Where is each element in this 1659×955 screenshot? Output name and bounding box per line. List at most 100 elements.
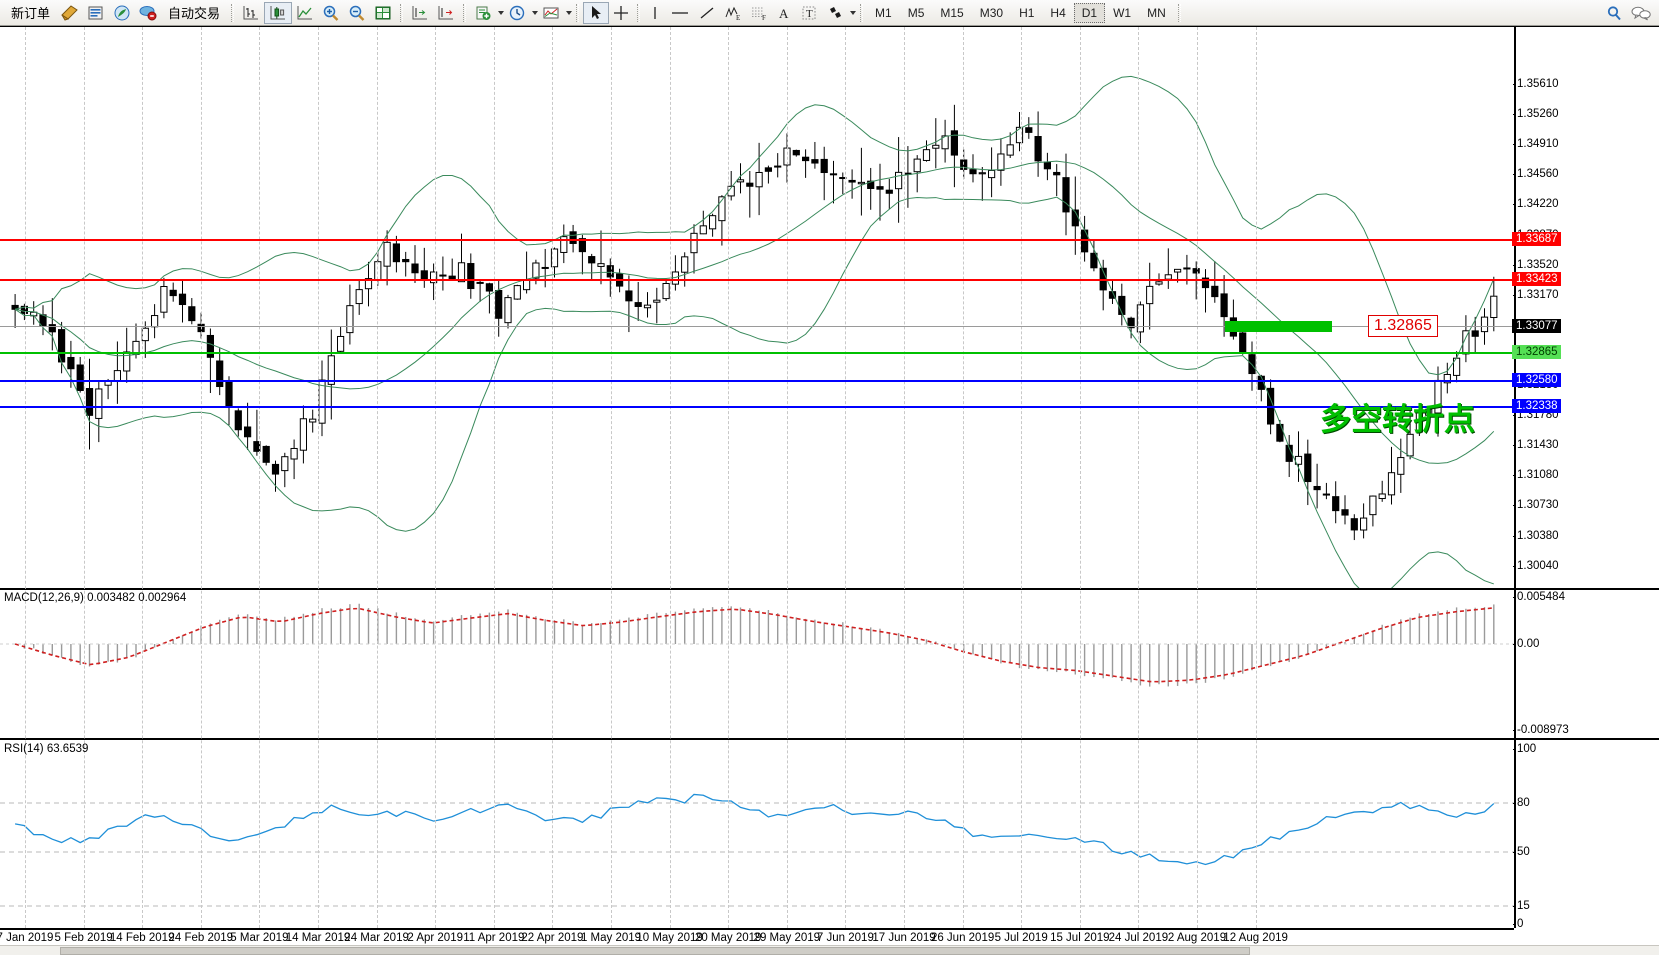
trendline-icon[interactable]	[694, 2, 720, 24]
vertical-gridline	[904, 27, 905, 928]
date-tick: 14 Feb 2019	[109, 932, 175, 944]
price-level-label-133687[interactable]: 1.33687	[1512, 232, 1561, 246]
candlestick-chart-icon[interactable]	[264, 1, 293, 24]
svg-text:T: T	[806, 8, 813, 20]
indicators-icon[interactable]	[538, 2, 564, 24]
chevron-down-icon[interactable]	[498, 10, 505, 15]
text-box-icon[interactable]: T	[796, 2, 822, 24]
macd-tick: -0.008973	[1513, 724, 1569, 736]
macd-label: MACD(12,26,9) 0.003482 0.002964	[4, 592, 187, 604]
price-level-label-132865[interactable]: 1.32865	[1512, 345, 1561, 359]
date-tick: 12 Aug 2019	[1223, 932, 1288, 944]
chevron-down-icon[interactable]	[850, 10, 857, 15]
toolbar-separator	[463, 3, 467, 22]
bar-chart-icon[interactable]	[238, 2, 264, 24]
cursor-icon[interactable]	[583, 1, 610, 24]
horizontal-line-icon[interactable]	[666, 2, 694, 24]
timeframe-mn[interactable]: MN	[1147, 5, 1166, 20]
metaeditor-icon[interactable]	[57, 2, 83, 24]
support-line-132865[interactable]	[0, 351, 1518, 357]
tile-windows-icon[interactable]	[370, 2, 396, 24]
chart-shift-icon[interactable]	[407, 2, 433, 24]
timeframe-h4[interactable]: H4	[1050, 5, 1066, 20]
toolbar-separator	[576, 3, 580, 22]
bid-price-line	[0, 326, 1514, 327]
toolbar-separator	[231, 3, 235, 22]
date-tick: 5 Mar 2019	[230, 932, 289, 944]
shapes-icon[interactable]	[822, 2, 848, 24]
rsi-tick: 100	[1512, 743, 1537, 755]
date-tick: 2 Apr 2019	[407, 932, 464, 944]
chart-window[interactable]: USDCAD-,Daily 1.33096 1.33121 1.33030 1.…	[0, 26, 1659, 955]
elliott-wave-icon[interactable]: E	[720, 2, 746, 24]
price-pane[interactable]: 1.32865 多空转折点	[0, 27, 1518, 588]
svg-text:F: F	[762, 14, 766, 22]
price-callout-label[interactable]: 1.32865	[1368, 315, 1438, 337]
date-tick: 11 Apr 2019	[463, 932, 525, 944]
date-axis-line	[0, 928, 1514, 930]
toolbar-separator	[860, 3, 864, 22]
navigator-icon[interactable]	[109, 2, 135, 24]
price-tick: 1.30380	[1513, 529, 1559, 542]
auto-scroll-icon[interactable]	[433, 2, 459, 24]
vertical-gridline	[728, 27, 730, 928]
vertical-gridline	[1138, 27, 1140, 928]
price-level-label-132580[interactable]: 1.32580	[1512, 373, 1561, 387]
vertical-line-icon[interactable]	[644, 2, 666, 24]
support-zone-highlight[interactable]	[1225, 321, 1332, 332]
vertical-gridline	[669, 27, 671, 928]
timeframe-m30[interactable]: M30	[979, 5, 1004, 20]
crosshair-icon[interactable]	[609, 2, 633, 24]
support-line-132580[interactable]	[0, 379, 1518, 385]
price-tick: 1.30040	[1513, 559, 1559, 572]
vertical-gridline	[318, 27, 319, 928]
pane-separator-macd[interactable]	[0, 588, 1659, 590]
price-level-label-133423[interactable]: 1.33423	[1512, 272, 1561, 286]
line-chart-icon[interactable]	[292, 2, 318, 24]
find-icon[interactable]	[1601, 2, 1627, 24]
resistance-line-133423[interactable]	[0, 278, 1518, 284]
terminal-icon[interactable]	[83, 2, 109, 24]
toolbar-separator	[400, 3, 404, 22]
timeframe-m15[interactable]: M15	[940, 5, 964, 20]
rsi-pane[interactable]	[0, 740, 1514, 928]
support-line-132338[interactable]	[0, 405, 1518, 411]
svg-text:A: A	[779, 6, 789, 21]
macd-series	[0, 603, 1514, 687]
timeframe-m5[interactable]: M5	[907, 5, 925, 20]
date-tick: 14 Mar 2019	[285, 932, 351, 944]
price-tick: 1.33170	[1513, 288, 1559, 301]
price-tick: 1.31430	[1513, 439, 1559, 452]
price-level-label-132338[interactable]: 1.32338	[1512, 399, 1561, 413]
date-tick: 29 May 2019	[753, 932, 821, 944]
rsi-tick: 80	[1513, 797, 1530, 809]
templates-icon[interactable]	[470, 2, 496, 24]
strategy-tester-icon[interactable]	[135, 2, 161, 24]
rsi-tick: 0	[1512, 918, 1524, 930]
timeframe-d1[interactable]: D1	[1073, 2, 1106, 23]
text-label-icon[interactable]: A	[772, 2, 796, 24]
period-icon[interactable]	[504, 2, 530, 24]
macd-pane[interactable]	[0, 590, 1514, 738]
date-tick: 26 Jun 2019	[930, 932, 995, 944]
macd-tick: 0.005484	[1513, 591, 1565, 603]
timeframe-w1[interactable]: W1	[1113, 5, 1132, 20]
pane-separator-rsi[interactable]	[0, 738, 1659, 740]
chevron-down-icon[interactable]	[566, 10, 573, 15]
date-tick: 15 Jul 2019	[1050, 932, 1110, 944]
new-order-button[interactable]: 新订单	[4, 2, 57, 24]
fibonacci-icon[interactable]: F	[746, 2, 772, 24]
zoom-in-icon[interactable]	[318, 2, 344, 24]
zoom-out-icon[interactable]	[344, 2, 370, 24]
chevron-down-icon[interactable]	[532, 10, 539, 15]
toolbar-separator	[637, 3, 641, 22]
chinese-annotation[interactable]: 多空转折点	[1320, 402, 1475, 437]
autotrading-button[interactable]: 自动交易	[161, 2, 227, 24]
timeframe-h1[interactable]: H1	[1019, 5, 1035, 20]
date-tick: 2 Aug 2019	[1167, 932, 1227, 944]
price-level-label-133077[interactable]: 1.33077	[1512, 319, 1561, 333]
vertical-gridline	[786, 27, 788, 928]
resistance-line-133687[interactable]	[0, 238, 1518, 244]
chat-icon[interactable]	[1627, 2, 1655, 24]
timeframe-m1[interactable]: M1	[875, 5, 892, 20]
